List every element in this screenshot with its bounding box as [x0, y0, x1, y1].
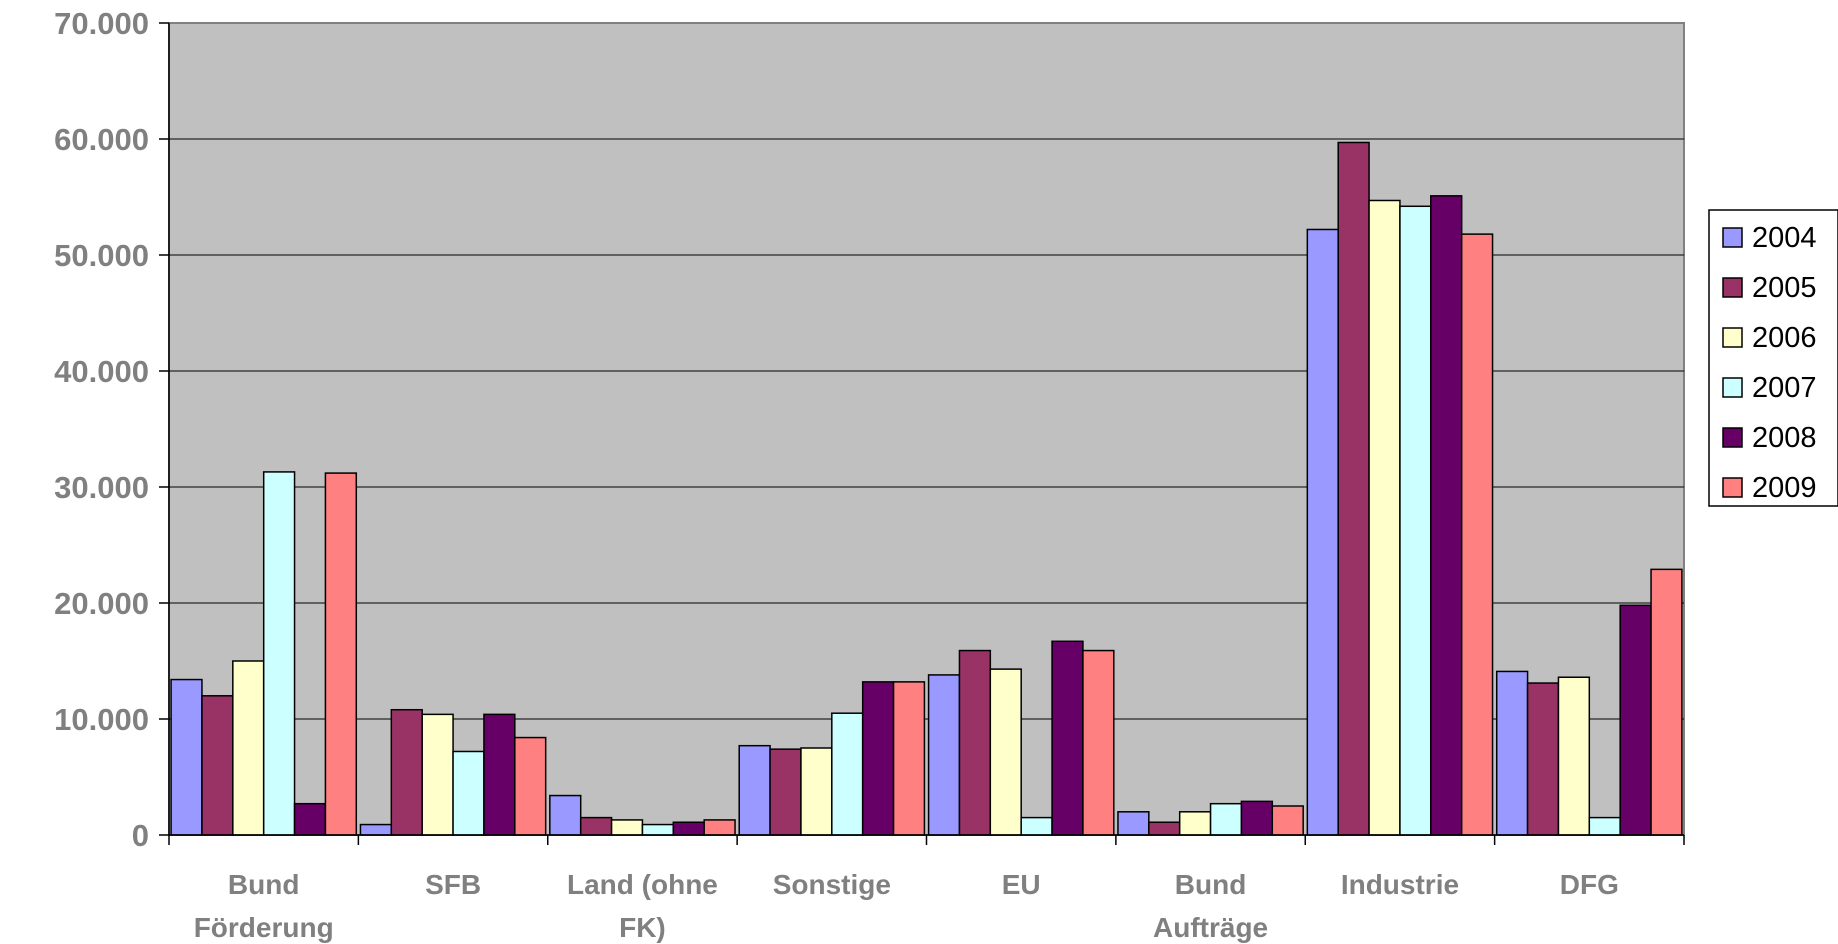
y-tick-label: 70.000	[54, 6, 149, 41]
x-tick-label: Förderung	[194, 912, 334, 943]
bar-2005	[1148, 821, 1181, 836]
bar-2007	[1020, 816, 1053, 836]
legend-swatch-2006	[1722, 327, 1743, 348]
x-tick-label: Aufträge	[1153, 912, 1268, 943]
bar-2004	[170, 678, 203, 836]
bar-2005	[579, 816, 613, 836]
x-tick-label: Bund	[228, 869, 300, 900]
bar-2008	[861, 681, 895, 836]
x-tick-label: SFB	[425, 869, 481, 900]
bar-2008	[1051, 640, 1084, 836]
bar-2005	[769, 748, 802, 836]
bar-2004	[1306, 228, 1339, 836]
y-tick-label: 20.000	[54, 586, 149, 621]
bar-2007	[452, 750, 485, 836]
legend: 2004 2005 2006 2007 2008 2009	[1708, 209, 1838, 507]
bar-2006	[989, 668, 1022, 836]
y-tick-label: 40.000	[54, 354, 149, 389]
legend-label: 2007	[1752, 372, 1817, 404]
legend-label: 2005	[1752, 272, 1817, 304]
bar-2009	[703, 819, 736, 836]
bar-2004	[1495, 670, 1529, 836]
bar-2006	[421, 713, 454, 836]
legend-swatch-2004	[1722, 227, 1743, 248]
x-tick-label: Land (ohne	[567, 869, 718, 900]
legend-swatch-2009	[1722, 477, 1743, 498]
bar-2006	[610, 819, 644, 836]
bars	[170, 141, 1683, 836]
bar-2006	[1368, 199, 1401, 836]
legend-swatch-2005	[1722, 277, 1743, 298]
bar-2005	[958, 649, 992, 836]
bar-2009	[892, 681, 926, 836]
bar-2009	[1650, 568, 1683, 836]
x-axis-tick-labels: Bund Förderung SFB Land (ohne FK) Sonstige EU B…	[194, 869, 1619, 943]
x-tick-label: Industrie	[1341, 869, 1459, 900]
bar-2006	[232, 660, 265, 836]
legend-swatch-2007	[1722, 377, 1743, 398]
legend-label: 2009	[1752, 472, 1817, 504]
bar-2007	[1209, 802, 1243, 836]
legend-label: 2004	[1752, 222, 1817, 254]
legend-label: 2006	[1752, 322, 1817, 354]
x-tick-label: FK)	[619, 912, 666, 943]
bar-2007	[831, 712, 864, 836]
y-tick-label: 50.000	[54, 238, 149, 273]
bar-2009	[324, 472, 358, 836]
bar-2008	[1240, 800, 1274, 836]
bar-2007	[262, 471, 296, 836]
bar-2005	[1526, 682, 1560, 836]
bar-2008	[293, 802, 327, 836]
bar-2009	[1460, 233, 1494, 836]
bar-2005	[1337, 141, 1370, 836]
y-tick-label: 10.000	[54, 702, 149, 737]
bar-2008	[672, 821, 705, 836]
x-tick-label: Bund	[1175, 869, 1247, 900]
bar-2005	[390, 708, 423, 836]
bar-2004	[549, 794, 582, 836]
bar-2004	[927, 674, 961, 836]
y-tick-label: 60.000	[54, 122, 149, 157]
bar-2004	[359, 823, 393, 836]
axes	[159, 22, 1685, 845]
y-axis-tick-labels: 0 10.000 20.000 30.000 40.000 50.000 60.000 70.…	[54, 6, 149, 853]
bar-2005	[201, 695, 234, 836]
x-tick-label: Sonstige	[773, 869, 891, 900]
legend-label: 2008	[1752, 422, 1817, 454]
bar-2008	[483, 713, 516, 836]
bar-2007	[1588, 816, 1621, 836]
bar-2007	[641, 823, 675, 836]
bar-2009	[1271, 805, 1304, 836]
y-tick-label: 0	[132, 818, 149, 853]
legend-box	[1708, 209, 1838, 507]
bar-2008	[1430, 195, 1463, 836]
y-tick-label: 30.000	[54, 470, 149, 505]
bar-2009	[1082, 649, 1115, 836]
x-tick-label: DFG	[1560, 869, 1619, 900]
bar-2006	[1557, 676, 1591, 836]
bar-2009	[514, 736, 547, 836]
x-tick-label: EU	[1002, 869, 1041, 900]
bar-2004	[1117, 811, 1150, 836]
bar-2008	[1619, 604, 1652, 836]
bar-2004	[738, 744, 771, 836]
legend-swatch-2008	[1722, 427, 1743, 448]
bar-2006	[800, 747, 833, 836]
bar-2007	[1399, 205, 1432, 836]
bar-2006	[1178, 811, 1212, 836]
